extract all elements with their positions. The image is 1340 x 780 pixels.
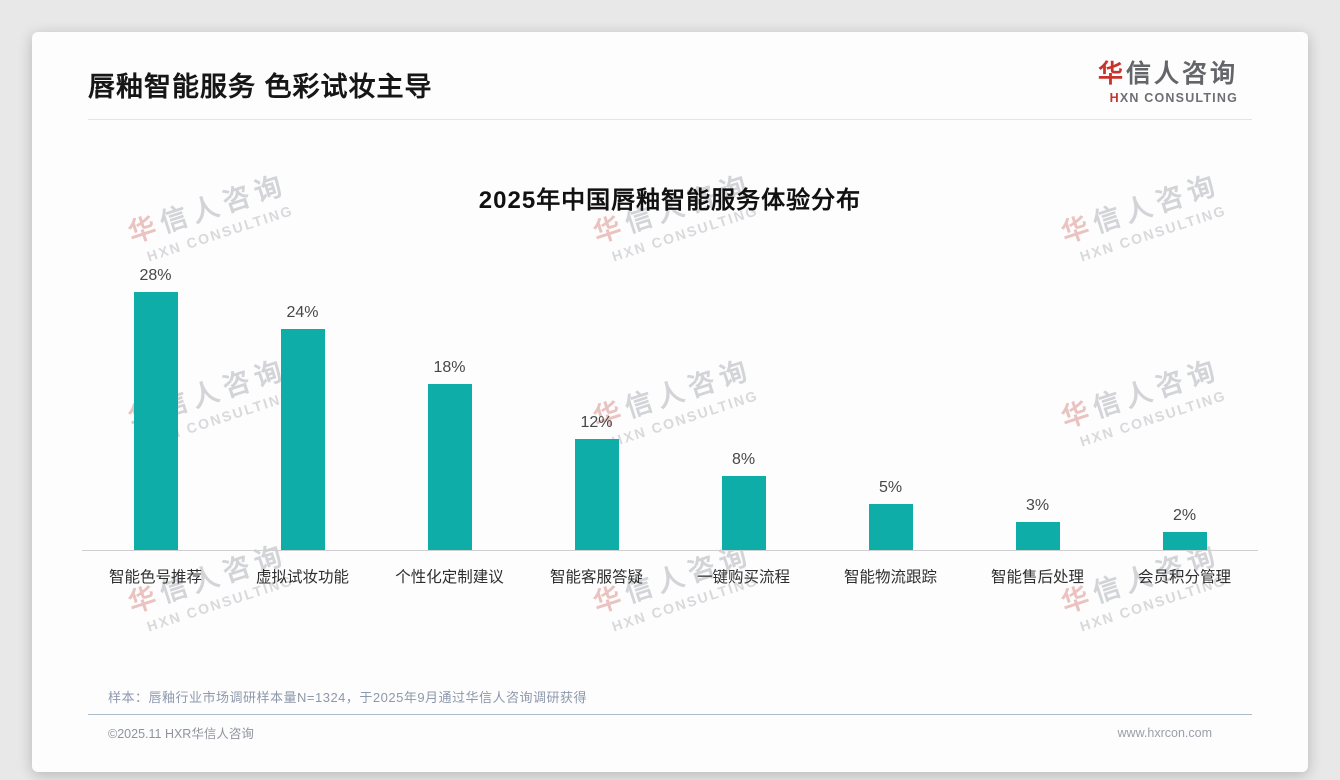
company-logo: 华信人咨询 HXN CONSULTING xyxy=(1098,58,1238,106)
bar-column: 5% xyxy=(817,479,964,550)
bar xyxy=(427,384,472,550)
bar-value-label: 5% xyxy=(878,479,903,496)
chart-title: 2025年中国唇釉智能服务体验分布 xyxy=(478,187,862,214)
category-label: 智能物流跟踪 xyxy=(843,569,937,586)
category-label: 个性化定制建议 xyxy=(395,569,504,586)
bar xyxy=(133,292,178,550)
bar xyxy=(574,439,619,550)
bar-value-label: 12% xyxy=(580,414,613,431)
chart-category-labels: 智能色号推荐 虚拟试妆功能 个性化定制建议 智能客服答疑 一键购买流程 智能物流跟踪 智能售… xyxy=(82,551,1258,587)
bar-value-label: 2% xyxy=(1172,507,1197,524)
bar-column: 12% xyxy=(523,414,670,550)
bar xyxy=(721,476,766,550)
category-label: 智能客服答疑 xyxy=(549,569,643,586)
logo-chinese-name: 华信人咨询 xyxy=(1097,60,1238,88)
bar-value-label: 3% xyxy=(1025,497,1050,514)
copyright-text: ©2025.11 HXR华信人咨询 xyxy=(108,727,254,741)
bar-value-label: 24% xyxy=(286,304,319,321)
chart-plot: 28% 24% 18% 12% 8% 5% 3% 2% xyxy=(82,261,1258,551)
sample-note: 样本：唇釉行业市场调研样本量N=1324，于2025年9月通过华信人咨询调研获得 xyxy=(108,690,588,705)
bar xyxy=(280,329,325,550)
bar xyxy=(868,504,913,550)
bar xyxy=(1015,522,1060,550)
bar-value-label: 8% xyxy=(731,451,756,468)
slide-card: 华信人咨询 HXN CONSULTING 华信人咨询 HXN CONSULTING 华信… xyxy=(32,32,1308,772)
bar-column: 24% xyxy=(229,304,376,550)
bar xyxy=(1162,532,1207,550)
footer-divider xyxy=(88,714,1252,715)
bar-column: 8% xyxy=(670,451,817,550)
header: 唇釉智能服务 色彩试妆主导 华信人咨询 HXN CONSULTING xyxy=(32,32,1308,120)
logo-english-name: HXN CONSULTING xyxy=(1109,91,1238,105)
category-label: 智能售后处理 xyxy=(990,569,1084,586)
header-divider xyxy=(88,119,1252,120)
category-label: 虚拟试妆功能 xyxy=(255,569,349,586)
bar-column: 2% xyxy=(1111,507,1258,550)
footer: ©2025.11 HXR华信人咨询 www.hxrcon.com xyxy=(32,723,1308,742)
website-url: www.hxrcon.com xyxy=(1117,725,1212,740)
category-label: 会员积分管理 xyxy=(1137,569,1231,586)
bar-column: 18% xyxy=(376,359,523,550)
bar-column: 28% xyxy=(82,267,229,550)
bar-column: 3% xyxy=(964,497,1111,550)
bar-value-label: 28% xyxy=(139,267,172,284)
bar-value-label: 18% xyxy=(433,359,466,376)
category-label: 智能色号推荐 xyxy=(108,569,202,586)
category-label: 一键购买流程 xyxy=(696,569,790,586)
page-title: 唇釉智能服务 色彩试妆主导 xyxy=(88,72,433,102)
